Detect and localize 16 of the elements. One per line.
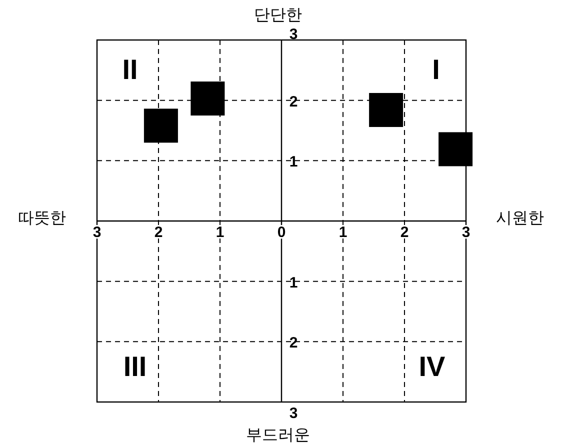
y-tick-label: 3 <box>289 26 298 43</box>
y-tick-label: 2 <box>289 93 298 110</box>
y-tick-label: 1 <box>289 154 298 171</box>
annotation: I <box>432 54 440 85</box>
annotation: III <box>123 351 147 382</box>
annotation: II <box>122 54 138 85</box>
y-tick-label: 1 <box>289 274 298 292</box>
x-tick-label: 2 <box>400 224 409 241</box>
text: 따뜻한 <box>18 210 66 227</box>
x-tick-label: 2 <box>154 224 163 241</box>
text: 시원한 <box>496 210 544 227</box>
y-tick-label: 2 <box>289 334 298 352</box>
text: 단단한 <box>254 7 302 24</box>
annotation: IV <box>418 351 446 382</box>
y-tick-label: 3 <box>289 405 298 422</box>
text: 부드러운 <box>246 427 310 444</box>
